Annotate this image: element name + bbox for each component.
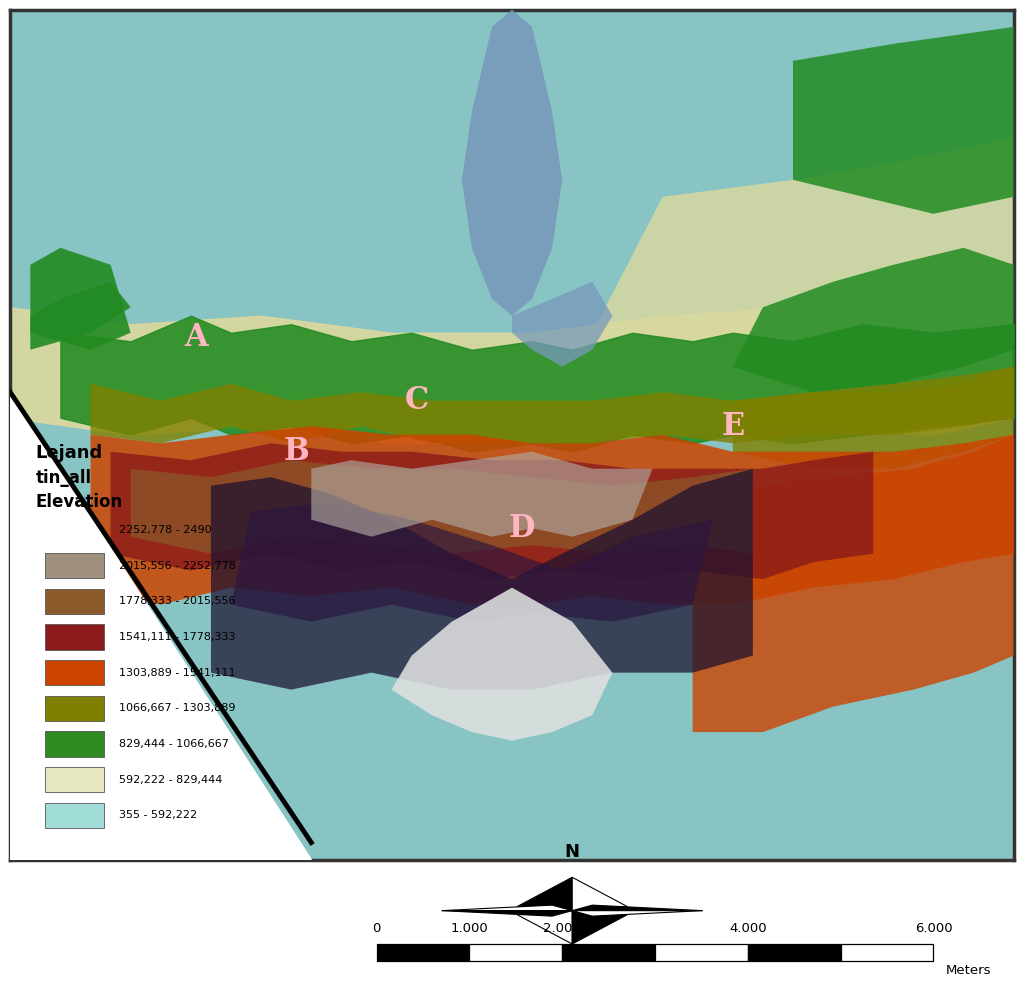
Text: Meters: Meters xyxy=(945,964,991,977)
Polygon shape xyxy=(90,426,1014,605)
Text: B: B xyxy=(284,437,309,467)
Polygon shape xyxy=(517,911,572,944)
Polygon shape xyxy=(592,137,1014,367)
Text: 2.000: 2.000 xyxy=(544,922,581,935)
Text: N: N xyxy=(564,844,580,862)
Text: 592,222 - 829,444: 592,222 - 829,444 xyxy=(119,775,222,784)
Text: 1066,667 - 1303,889: 1066,667 - 1303,889 xyxy=(119,703,236,713)
Polygon shape xyxy=(10,392,311,860)
Polygon shape xyxy=(211,468,753,690)
Bar xyxy=(748,944,841,961)
Polygon shape xyxy=(733,248,1014,392)
Text: 6.000: 6.000 xyxy=(914,922,952,935)
Polygon shape xyxy=(512,282,612,367)
Bar xyxy=(655,944,748,961)
Polygon shape xyxy=(572,905,702,911)
Polygon shape xyxy=(733,367,1014,468)
Text: E: E xyxy=(721,411,744,442)
Bar xyxy=(469,944,562,961)
Bar xyxy=(45,553,103,578)
Polygon shape xyxy=(692,435,1014,732)
Text: 355 - 592,222: 355 - 592,222 xyxy=(119,810,197,820)
Polygon shape xyxy=(311,452,652,536)
Text: 829,444 - 1066,667: 829,444 - 1066,667 xyxy=(119,739,228,749)
Text: A: A xyxy=(184,321,208,353)
Text: 1778,333 - 2015,556: 1778,333 - 2015,556 xyxy=(119,596,236,607)
Bar xyxy=(562,944,655,961)
Text: 4.000: 4.000 xyxy=(729,922,767,935)
Bar xyxy=(45,660,103,686)
Polygon shape xyxy=(131,460,753,553)
Bar xyxy=(45,802,103,828)
Polygon shape xyxy=(391,588,612,741)
Text: 1.000: 1.000 xyxy=(451,922,488,935)
Polygon shape xyxy=(572,911,628,944)
Polygon shape xyxy=(441,911,572,916)
Text: D: D xyxy=(509,513,536,543)
Bar xyxy=(45,696,103,721)
Polygon shape xyxy=(31,282,131,350)
Text: 2015,556 - 2252,778: 2015,556 - 2252,778 xyxy=(119,560,236,571)
Polygon shape xyxy=(517,877,572,911)
Polygon shape xyxy=(572,877,628,911)
Text: 0: 0 xyxy=(373,922,381,935)
Text: C: C xyxy=(404,385,429,416)
Polygon shape xyxy=(111,444,873,579)
Polygon shape xyxy=(231,503,713,621)
Text: 1303,889 - 1541,111: 1303,889 - 1541,111 xyxy=(119,668,236,678)
Text: Elevation: Elevation xyxy=(35,493,123,511)
Bar xyxy=(45,589,103,614)
Bar xyxy=(377,944,469,961)
Text: 1541,111 - 1778,333: 1541,111 - 1778,333 xyxy=(119,632,236,642)
Polygon shape xyxy=(572,911,702,916)
Bar xyxy=(45,731,103,757)
Bar xyxy=(45,624,103,650)
Polygon shape xyxy=(462,10,562,316)
Polygon shape xyxy=(10,10,1014,367)
Polygon shape xyxy=(90,367,1014,444)
Text: 2252,778 - 2490: 2252,778 - 2490 xyxy=(119,525,211,535)
Text: tin_all: tin_all xyxy=(35,469,91,487)
Bar xyxy=(841,944,934,961)
Bar xyxy=(45,767,103,792)
Text: Lejand: Lejand xyxy=(35,444,102,462)
Polygon shape xyxy=(793,27,1014,213)
Polygon shape xyxy=(31,248,131,350)
Polygon shape xyxy=(441,905,572,911)
